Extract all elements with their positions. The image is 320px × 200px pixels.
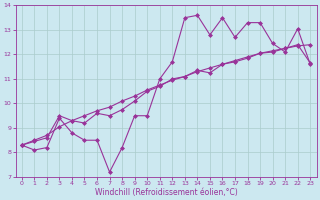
X-axis label: Windchill (Refroidissement éolien,°C): Windchill (Refroidissement éolien,°C) xyxy=(95,188,237,197)
